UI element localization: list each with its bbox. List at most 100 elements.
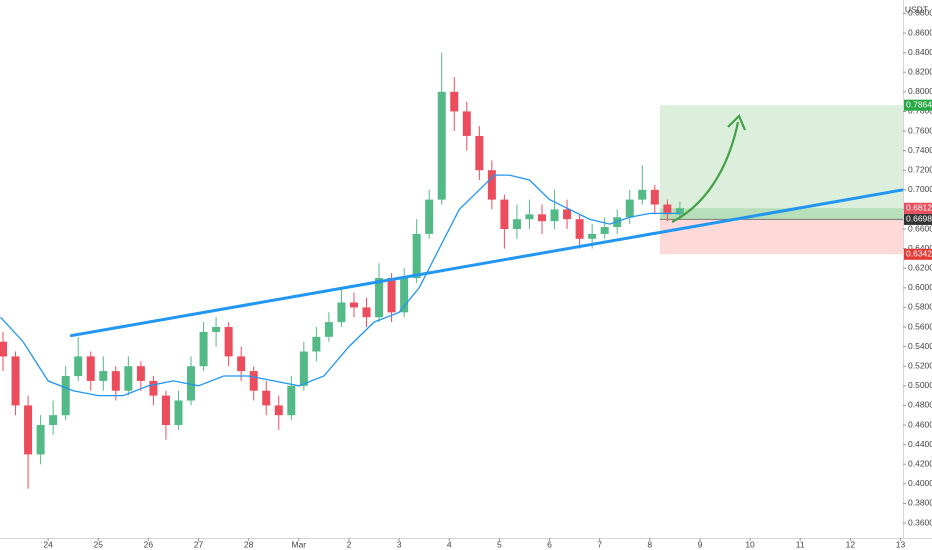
candle-body — [24, 405, 33, 455]
x-tick-label: 6 — [547, 539, 552, 549]
y-tick-label: 0.4600 — [908, 419, 932, 429]
candle-body — [299, 351, 308, 386]
candle-body — [375, 278, 384, 318]
x-tick-label: 5 — [497, 539, 502, 549]
y-tick-label: 0.3600 — [908, 517, 932, 527]
last-price-label-bg — [904, 202, 932, 214]
open-profit-zone — [659, 208, 903, 220]
candle-body — [625, 199, 634, 218]
candle-body — [337, 302, 346, 323]
moving-average — [0, 174, 680, 397]
candle-body — [400, 278, 409, 313]
y-tick-label: 0.8800 — [908, 8, 932, 18]
y-tick-label: 0.4000 — [908, 478, 932, 488]
candle-body — [124, 366, 133, 391]
y-tick-label: 0.8400 — [908, 47, 932, 57]
x-tick-label: 13 — [896, 539, 906, 549]
trendline — [69, 188, 904, 338]
x-tick-label: 25 — [94, 539, 104, 549]
y-tick-label: 0.4800 — [908, 400, 932, 410]
candle-body — [675, 208, 684, 215]
y-tick-label: 0.7200 — [908, 164, 932, 174]
candle-body — [99, 371, 108, 381]
y-tick-label: 0.4200 — [908, 458, 932, 468]
candle-body — [412, 233, 421, 279]
entry-label: 0.6698 — [906, 214, 932, 224]
y-tick-label: 0.6400 — [908, 243, 932, 253]
candle-body — [249, 371, 258, 391]
y-tick-label: 0.5600 — [908, 321, 932, 331]
candle-body — [487, 170, 496, 200]
candle-body — [600, 227, 609, 234]
candle-body — [437, 91, 446, 200]
y-tick-label: 0.5400 — [908, 341, 932, 351]
candle-body — [212, 327, 221, 332]
candle-body — [86, 356, 95, 381]
candle-body — [650, 189, 659, 205]
candle-body — [36, 425, 45, 455]
x-tick-label: 11 — [796, 539, 805, 549]
candle-body — [74, 356, 83, 377]
x-tick-label: 28 — [244, 539, 254, 549]
stop-label: 0.6342 — [906, 249, 932, 259]
candle-body — [111, 371, 120, 391]
y-tick-label: 0.6600 — [908, 223, 932, 233]
y-tick-label: 0.7600 — [908, 125, 932, 135]
y-tick-label: 0.5800 — [908, 302, 932, 312]
candle-body — [161, 395, 170, 426]
candle-body — [149, 380, 158, 396]
y-tick-label: 0.8600 — [908, 27, 932, 37]
candle-body — [287, 385, 296, 416]
x-tick-label: 12 — [846, 539, 856, 549]
y-tick-label: 0.4400 — [908, 439, 932, 449]
x-tick-label: 8 — [647, 539, 652, 549]
candle-body — [588, 233, 597, 239]
candle-body — [187, 366, 196, 401]
candle-body — [663, 204, 672, 215]
candle-body — [362, 307, 371, 318]
x-tick-label: 27 — [194, 539, 204, 549]
candle-body — [224, 327, 233, 357]
price-axis: 0.3600 0.3800 0.4000 0.4200 0.4400 0.4600 0.48… — [43, 8, 932, 549]
arrow-head — [727, 114, 747, 131]
candle-body — [575, 219, 584, 239]
candle-body — [61, 376, 70, 416]
last-price-label: 0.6812 — [906, 202, 932, 212]
candle-body — [450, 91, 459, 112]
candle-body — [550, 209, 559, 222]
unit-label: USDT — [905, 4, 928, 14]
candle-body — [237, 356, 246, 372]
candle-body — [136, 366, 145, 381]
x-tick-label: 2 — [347, 539, 352, 549]
candle-body — [49, 415, 58, 426]
target-label: 0.7864 — [906, 99, 932, 109]
y-tick-label: 0.5200 — [908, 360, 932, 370]
y-tick-label: 0.6000 — [908, 282, 932, 292]
candle-body — [274, 405, 283, 416]
candle-body — [349, 302, 358, 308]
plot-area — [0, 52, 904, 489]
y-tick-label: 0.7400 — [908, 145, 932, 155]
x-tick-label: Mar — [292, 539, 307, 549]
candle-body — [324, 322, 333, 337]
candle-body — [512, 219, 521, 230]
y-tick-label: 0.6200 — [908, 262, 932, 272]
candle-body — [199, 331, 208, 367]
x-tick-label: 9 — [698, 539, 703, 549]
x-tick-label: 4 — [447, 539, 452, 549]
target-label-bg — [904, 99, 932, 111]
y-tick-label: 0.8200 — [908, 66, 932, 76]
entry-label-bg — [904, 213, 932, 225]
candle-body — [312, 336, 321, 352]
arrow-curve — [671, 121, 740, 223]
candle-body — [500, 199, 509, 230]
target-zone — [659, 105, 903, 220]
candle-body — [425, 199, 434, 234]
stop-label-bg — [904, 248, 932, 260]
candle-body — [174, 400, 183, 426]
x-tick-label: 7 — [597, 539, 602, 549]
candle-body — [0, 341, 8, 357]
candle-body — [563, 209, 572, 220]
candle-body — [538, 214, 547, 222]
